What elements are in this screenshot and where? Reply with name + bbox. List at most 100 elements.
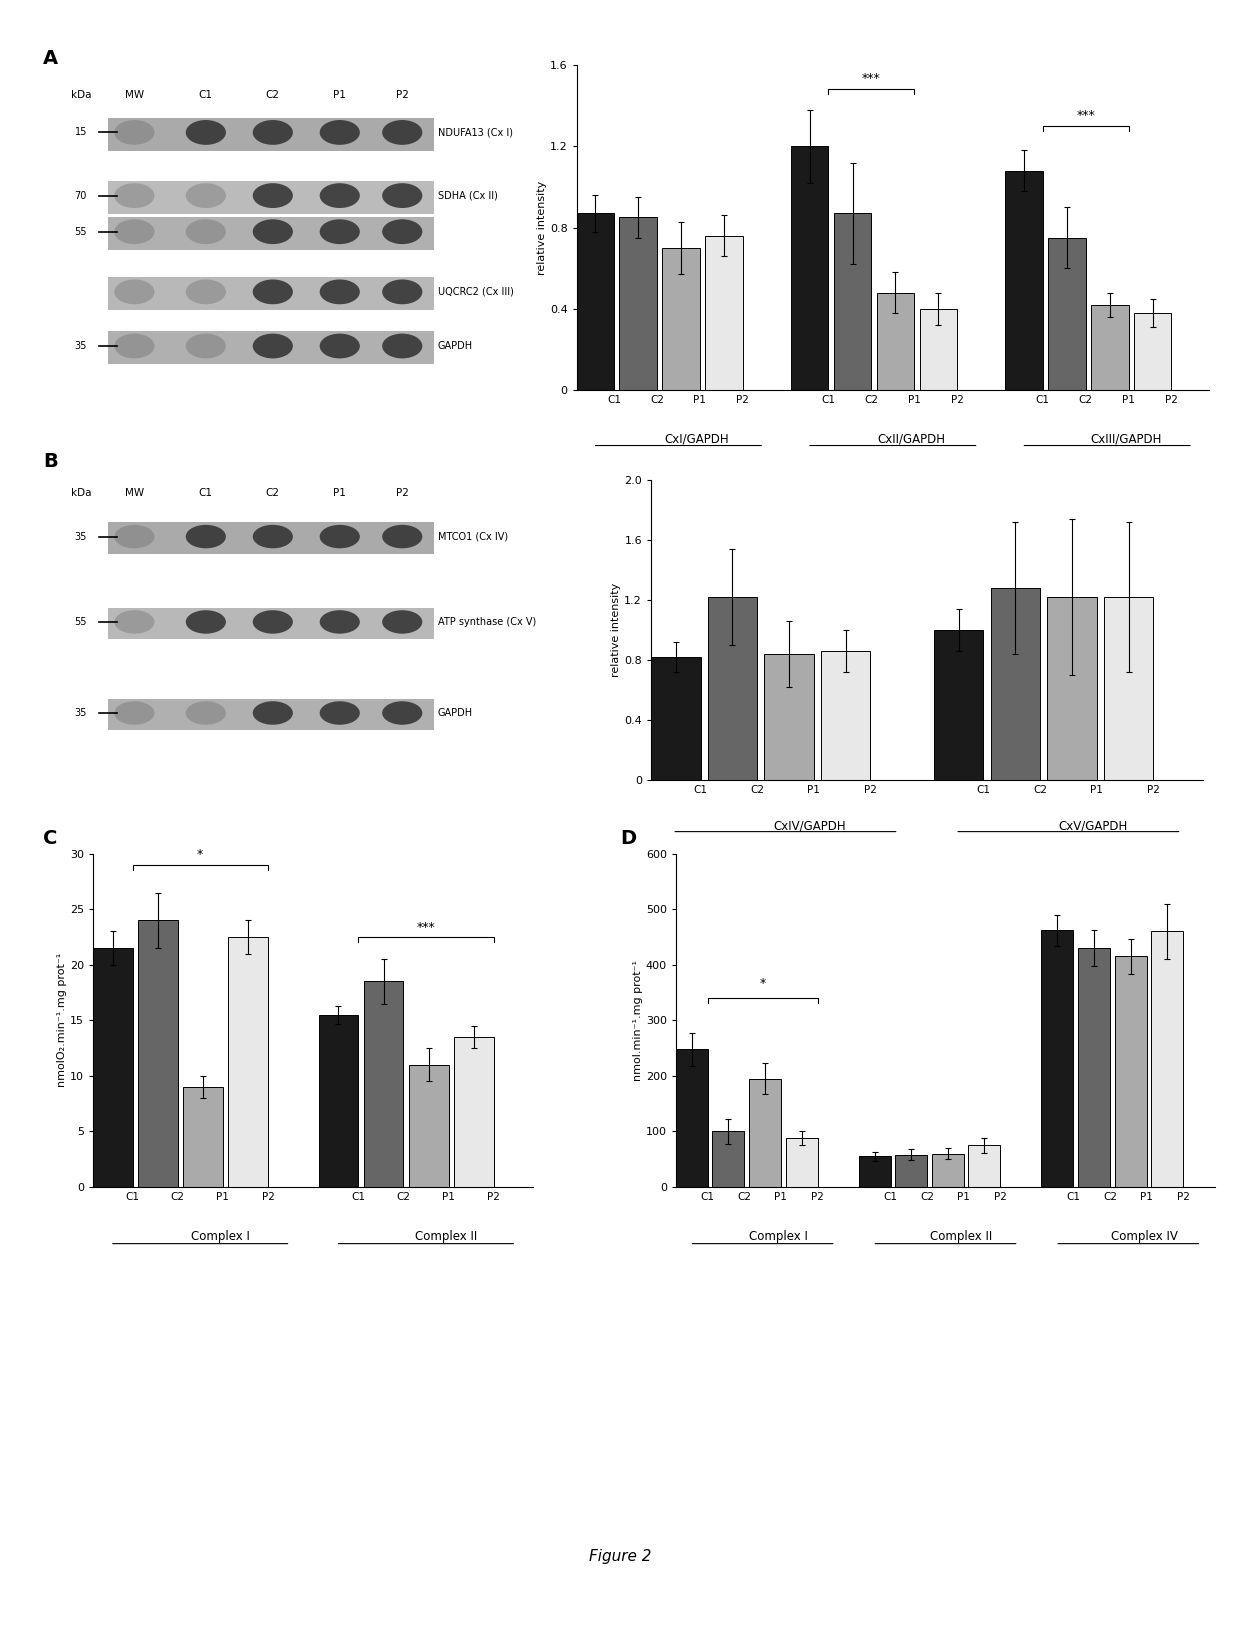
Text: P2: P2 [396, 488, 409, 498]
Y-axis label: relative intensity: relative intensity [611, 584, 621, 676]
Text: ***: *** [1076, 109, 1095, 122]
Text: GAPDH: GAPDH [438, 341, 474, 351]
Text: Figure 2: Figure 2 [589, 1550, 651, 1564]
Bar [409, 1065, 449, 1187]
Ellipse shape [320, 610, 360, 634]
Text: 35: 35 [74, 707, 87, 719]
Text: Complex I: Complex I [749, 1231, 808, 1244]
Text: CxV/GAPDH: CxV/GAPDH [1059, 820, 1127, 833]
Text: UQCRC2 (Cx III): UQCRC2 (Cx III) [438, 286, 513, 298]
Text: 35: 35 [74, 341, 87, 351]
Bar [108, 276, 434, 311]
Bar [833, 213, 872, 390]
Bar [108, 332, 434, 364]
Bar [1133, 312, 1172, 390]
Ellipse shape [186, 220, 226, 244]
Bar [749, 1078, 781, 1187]
Bar [1048, 237, 1086, 390]
Text: MW: MW [125, 91, 144, 101]
Text: A: A [43, 49, 58, 68]
Text: 55: 55 [74, 616, 87, 628]
Bar [676, 1049, 708, 1187]
Ellipse shape [253, 333, 293, 358]
Ellipse shape [320, 120, 360, 145]
Ellipse shape [382, 610, 423, 634]
Bar [363, 982, 403, 1187]
Text: Complex I: Complex I [191, 1231, 249, 1244]
Text: C2: C2 [265, 488, 280, 498]
Bar [858, 1156, 890, 1187]
Ellipse shape [114, 220, 155, 244]
Ellipse shape [320, 701, 360, 725]
Text: *: * [197, 849, 203, 862]
Bar [319, 1015, 358, 1187]
Text: ***: *** [417, 920, 435, 933]
Bar [1078, 948, 1110, 1187]
Ellipse shape [382, 280, 423, 304]
Text: 15: 15 [74, 127, 87, 138]
Text: CxII/GAPDH: CxII/GAPDH [878, 433, 946, 446]
Text: ATP synthase (Cx V): ATP synthase (Cx V) [438, 616, 536, 628]
Bar [931, 1154, 963, 1187]
Y-axis label: relative intensity: relative intensity [537, 180, 547, 275]
Ellipse shape [320, 280, 360, 304]
Bar [1151, 932, 1183, 1187]
Ellipse shape [382, 120, 423, 145]
Bar [108, 180, 434, 213]
Bar [785, 1138, 817, 1187]
Bar [968, 1145, 1001, 1187]
Bar [577, 213, 614, 390]
Ellipse shape [114, 610, 155, 634]
Ellipse shape [253, 701, 293, 725]
Text: kDa: kDa [71, 91, 91, 101]
Ellipse shape [253, 280, 293, 304]
Ellipse shape [320, 525, 360, 548]
Bar [934, 629, 983, 780]
Ellipse shape [114, 184, 155, 208]
Bar [228, 937, 268, 1187]
Text: C1: C1 [198, 91, 213, 101]
Bar [620, 218, 657, 390]
Bar [1091, 306, 1128, 390]
Text: NDUFA13 (Cx I): NDUFA13 (Cx I) [438, 127, 513, 138]
Bar [1115, 956, 1147, 1187]
Text: C2: C2 [265, 91, 280, 101]
Text: SDHA (Cx II): SDHA (Cx II) [438, 190, 497, 200]
Text: C: C [43, 829, 58, 849]
Text: CxIII/GAPDH: CxIII/GAPDH [1090, 433, 1162, 446]
Ellipse shape [114, 280, 155, 304]
Ellipse shape [186, 610, 226, 634]
Bar [1042, 930, 1074, 1187]
Text: P1: P1 [334, 91, 346, 101]
Text: C1: C1 [198, 488, 213, 498]
Bar [991, 589, 1040, 780]
Text: MW: MW [125, 488, 144, 498]
Text: ***: *** [862, 73, 880, 85]
Text: B: B [43, 452, 58, 472]
Ellipse shape [253, 120, 293, 145]
Bar [93, 948, 133, 1187]
Text: GAPDH: GAPDH [438, 707, 474, 719]
Ellipse shape [320, 333, 360, 358]
Text: 70: 70 [74, 190, 87, 200]
Ellipse shape [186, 701, 226, 725]
Ellipse shape [114, 120, 155, 145]
Bar [920, 309, 957, 390]
Bar [1006, 171, 1043, 390]
Bar [662, 247, 699, 390]
Text: Complex II: Complex II [930, 1231, 993, 1244]
Ellipse shape [382, 184, 423, 208]
Ellipse shape [114, 701, 155, 725]
Bar [895, 1154, 928, 1187]
Ellipse shape [382, 333, 423, 358]
Ellipse shape [382, 701, 423, 725]
Ellipse shape [186, 280, 226, 304]
Y-axis label: nmol.min⁻¹.mg prot⁻¹: nmol.min⁻¹.mg prot⁻¹ [632, 959, 642, 1081]
Text: CxIV/GAPDH: CxIV/GAPDH [774, 820, 847, 833]
Ellipse shape [114, 333, 155, 358]
Bar [108, 608, 434, 639]
Text: D: D [620, 829, 636, 849]
Bar [108, 216, 434, 250]
Bar [877, 293, 914, 390]
Ellipse shape [253, 184, 293, 208]
